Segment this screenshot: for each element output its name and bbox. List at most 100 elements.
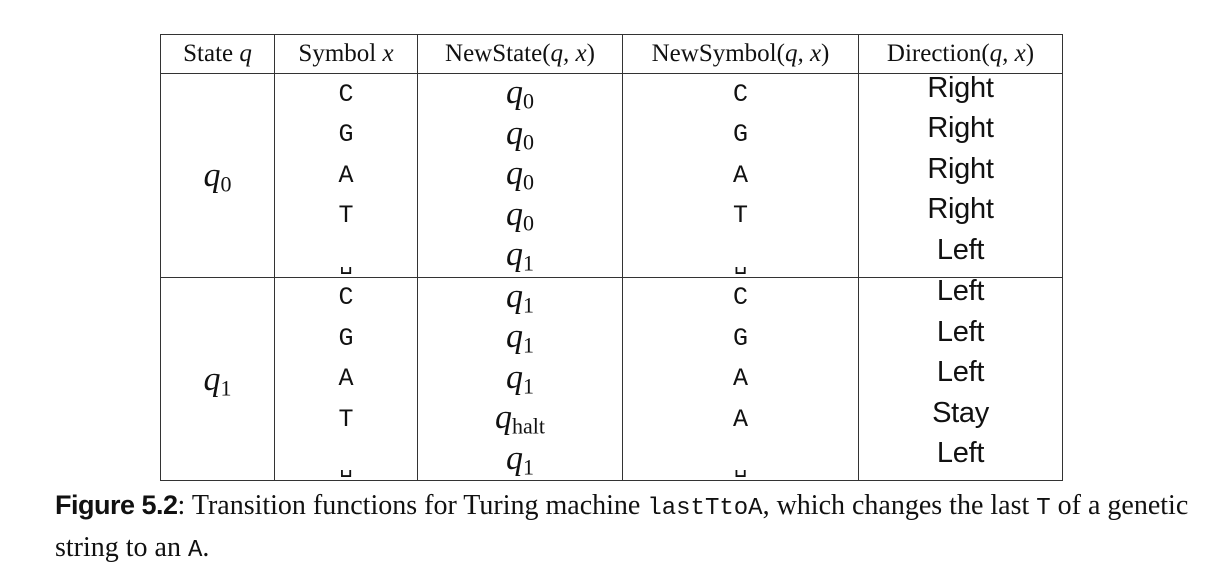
new-state-cell: q1 bbox=[417, 236, 623, 278]
symbol-cell: T bbox=[274, 195, 418, 236]
caption-text: : Transition functions for Turing machin… bbox=[177, 490, 648, 521]
direction-cell: Left bbox=[858, 233, 1063, 278]
new-state-cell: q1 bbox=[417, 439, 623, 481]
direction-cell: Right bbox=[858, 193, 1063, 236]
symbol-cell: ␣ bbox=[274, 236, 418, 278]
symbol-value: T bbox=[338, 201, 354, 231]
new-symbol-value: G bbox=[732, 120, 748, 150]
symbol-value: C bbox=[338, 79, 354, 109]
new-symbol-value: C bbox=[732, 79, 748, 109]
symbol-value: G bbox=[338, 323, 354, 353]
table-row: ␣ q1 ␣ Left bbox=[161, 437, 1063, 481]
direction-cell: Left bbox=[858, 356, 1063, 399]
transition-table: State q Symbol x NewState(q, x) NewSymbo… bbox=[160, 34, 1063, 481]
symbol-cell: T bbox=[274, 399, 418, 440]
new-state-value: q1 bbox=[506, 318, 534, 358]
new-state-value: q1 bbox=[506, 358, 534, 399]
symbol-cell: G bbox=[274, 318, 418, 359]
header-state: State q bbox=[160, 34, 275, 74]
state-cell: q0 bbox=[160, 73, 275, 278]
direction-value: Left bbox=[936, 437, 985, 470]
new-symbol-value: G bbox=[732, 323, 748, 353]
direction-cell: Left bbox=[858, 315, 1063, 359]
new-state-value: q1 bbox=[506, 439, 534, 480]
direction-cell: Left bbox=[858, 437, 1063, 481]
header-new-state: NewState(q, x) bbox=[417, 34, 623, 74]
new-symbol-value: C bbox=[732, 283, 748, 313]
new-symbol-cell: G bbox=[622, 318, 859, 359]
symbol-cell: C bbox=[274, 73, 418, 115]
symbol-t: T bbox=[1036, 495, 1051, 522]
new-state-value: q0 bbox=[506, 155, 534, 195]
new-symbol-value: A bbox=[732, 404, 748, 434]
symbol-value: ␣ bbox=[339, 453, 353, 479]
new-symbol-cell: A bbox=[622, 399, 859, 440]
direction-value: Right bbox=[927, 112, 994, 145]
direction-cell: Right bbox=[858, 112, 1063, 155]
direction-value: Left bbox=[936, 356, 985, 389]
state-value: q0 bbox=[203, 157, 232, 197]
direction-value: Right bbox=[927, 152, 994, 185]
new-state-cell: q1 bbox=[417, 318, 623, 359]
new-state-cell: q0 bbox=[417, 73, 623, 115]
new-symbol-cell: T bbox=[622, 195, 859, 236]
direction-value: Stay bbox=[932, 396, 989, 429]
new-state-cell: q0 bbox=[417, 114, 623, 155]
symbol-value: ␣ bbox=[339, 249, 353, 275]
new-symbol-cell: ␣ bbox=[622, 439, 859, 481]
direction-value: Left bbox=[936, 315, 985, 348]
header-symbol: Symbol x bbox=[274, 34, 418, 74]
symbol-value: A bbox=[338, 364, 354, 394]
symbol-a: A bbox=[188, 537, 203, 564]
new-symbol-cell: G bbox=[622, 114, 859, 155]
direction-value: Right bbox=[927, 71, 994, 104]
new-state-cell: q0 bbox=[417, 195, 623, 236]
figure-caption: Figure 5.2: Transition functions for Tur… bbox=[55, 490, 1189, 564]
new-symbol-value: A bbox=[732, 364, 748, 394]
machine-name: lastTtoA bbox=[647, 495, 763, 522]
direction-cell: Stay bbox=[858, 396, 1063, 440]
state-cell: q1 bbox=[160, 277, 275, 481]
symbol-value: C bbox=[338, 283, 354, 313]
new-symbol-cell: C bbox=[622, 73, 859, 115]
symbol-value: T bbox=[338, 404, 354, 434]
new-symbol-value: A bbox=[732, 160, 748, 190]
new-symbol-cell: C bbox=[622, 277, 859, 318]
symbol-cell: G bbox=[274, 114, 418, 155]
symbol-cell: A bbox=[274, 358, 418, 399]
new-symbol-cell: ␣ bbox=[622, 236, 859, 278]
direction-value: Left bbox=[936, 233, 985, 266]
new-state-value: qhalt bbox=[495, 399, 545, 439]
new-symbol-value: T bbox=[732, 201, 748, 231]
direction-cell: Right bbox=[858, 71, 1063, 115]
new-state-cell: q1 bbox=[417, 277, 623, 318]
new-state-value: q0 bbox=[506, 195, 534, 236]
direction-value: Right bbox=[927, 193, 994, 226]
new-symbol-cell: A bbox=[622, 358, 859, 399]
header-row: State q Symbol x NewState(q, x) NewSymbo… bbox=[160, 34, 1063, 74]
symbol-cell: A bbox=[274, 155, 418, 196]
figure-label: Figure 5.2 bbox=[55, 490, 178, 520]
symbol-value: G bbox=[338, 120, 354, 150]
new-state-value: q0 bbox=[506, 114, 534, 155]
symbol-cell: ␣ bbox=[274, 439, 418, 481]
direction-cell: Right bbox=[858, 152, 1063, 196]
new-state-value: q0 bbox=[506, 74, 534, 114]
table-row: ␣ q1 ␣ Left bbox=[161, 233, 1063, 278]
new-state-value: q1 bbox=[506, 277, 534, 318]
new-state-cell: q0 bbox=[417, 155, 623, 196]
header-direction: Direction(q, x) bbox=[858, 34, 1063, 74]
new-state-cell: q1 bbox=[417, 358, 623, 399]
new-symbol-cell: A bbox=[622, 155, 859, 196]
state-value: q1 bbox=[203, 360, 232, 401]
new-symbol-value: ␣ bbox=[733, 249, 748, 275]
new-state-cell: qhalt bbox=[417, 399, 623, 440]
